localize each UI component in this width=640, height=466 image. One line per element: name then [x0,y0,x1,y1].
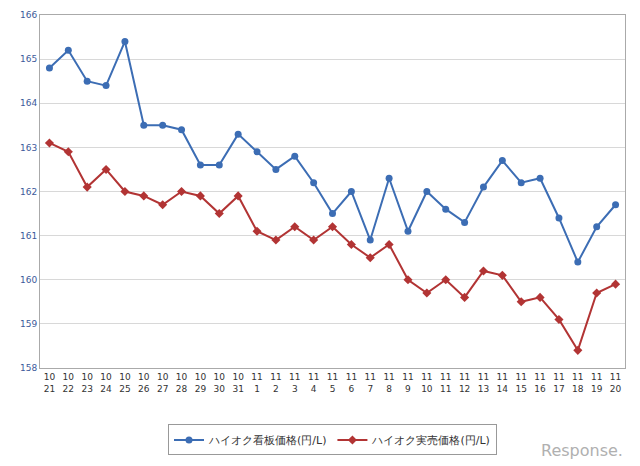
svg-text:1030: 1030 [214,372,226,394]
svg-text:113: 113 [289,372,300,394]
svg-text:1114: 1114 [497,372,509,394]
svg-text:1026: 1026 [138,372,150,394]
svg-text:1112: 1112 [459,372,470,394]
svg-text:163: 163 [20,143,37,153]
svg-text:1110: 1110 [421,372,433,394]
svg-text:115: 115 [327,372,338,394]
svg-text:1113: 1113 [478,372,489,394]
svg-text:1031: 1031 [232,372,244,394]
svg-text:1111: 1111 [440,372,451,394]
svg-text:1120: 1120 [610,372,622,394]
svg-text:1024: 1024 [100,372,112,394]
svg-text:1021: 1021 [44,372,56,394]
svg-text:116: 116 [346,372,357,394]
svg-text:1028: 1028 [176,372,188,394]
svg-text:166: 166 [20,10,37,20]
svg-text:114: 114 [308,372,319,394]
svg-text:119: 119 [402,372,413,394]
svg-text:ハイオク看板価格(円/L): ハイオク看板価格(円/L) [208,434,326,447]
svg-text:1029: 1029 [195,372,207,394]
svg-text:1023: 1023 [81,372,93,394]
svg-text:1022: 1022 [63,372,75,394]
svg-text:1117: 1117 [553,372,564,394]
svg-text:117: 117 [365,372,376,394]
svg-text:165: 165 [20,54,37,64]
svg-text:ハイオク実売価格(円/L): ハイオク実売価格(円/L) [371,434,489,447]
svg-text:Response.: Response. [541,441,623,460]
svg-text:161: 161 [20,231,37,241]
svg-text:1116: 1116 [534,372,546,394]
svg-text:160: 160 [20,275,37,285]
svg-text:118: 118 [383,372,394,394]
svg-text:1119: 1119 [591,372,603,394]
svg-text:111: 111 [251,372,262,394]
svg-text:1027: 1027 [157,372,169,394]
svg-text:1115: 1115 [515,372,526,394]
svg-text:158: 158 [20,363,37,373]
svg-text:162: 162 [20,187,37,197]
svg-text:1025: 1025 [119,372,131,394]
svg-text:112: 112 [270,372,281,394]
svg-text:159: 159 [20,319,37,329]
svg-text:1118: 1118 [572,372,584,394]
svg-text:164: 164 [20,98,37,108]
